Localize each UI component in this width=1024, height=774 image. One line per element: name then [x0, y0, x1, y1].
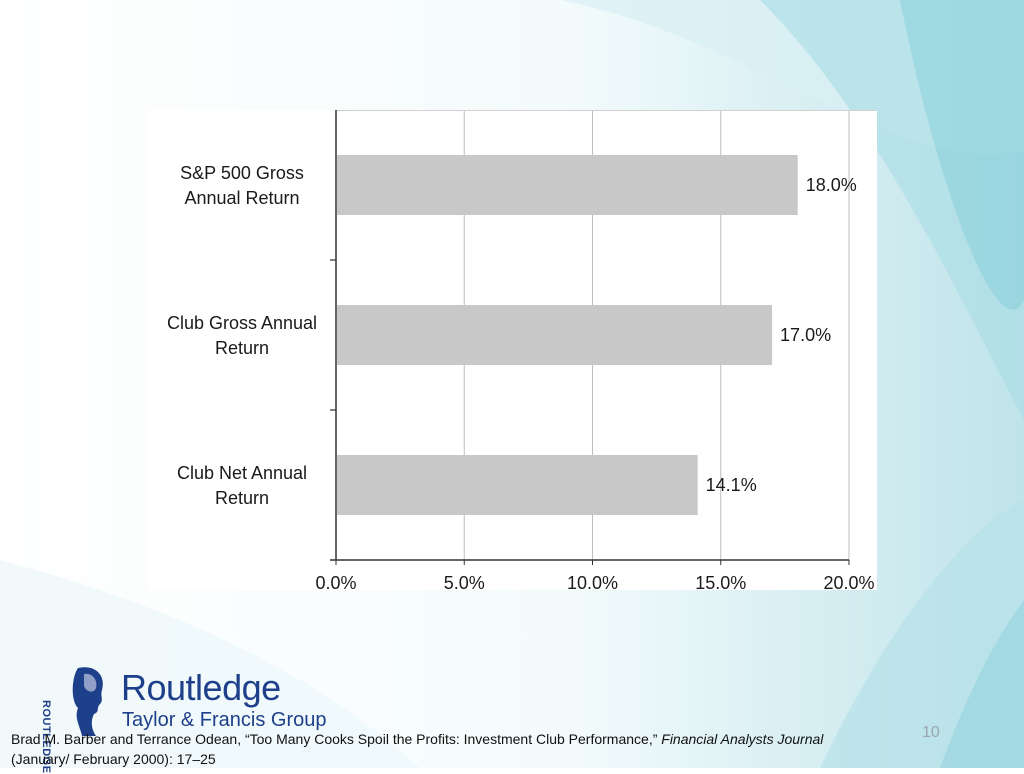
- logo-brand-name: Routledge: [121, 667, 281, 708]
- logo-brand-subtitle: Taylor & Francis Group: [122, 709, 327, 731]
- category-label: S&P 500 Gross: [180, 163, 304, 183]
- bar: [337, 455, 698, 515]
- bar: [337, 305, 773, 365]
- chart-panel: 18.0% S&P 500 Gross Annual Return 17.0% Club…: [147, 110, 877, 593]
- citation-line2: (January/ February 2000): 17–25: [11, 751, 216, 767]
- citation-journal: Financial Analysts Journal: [661, 731, 824, 747]
- category-label: Annual Return: [184, 188, 299, 208]
- bar: [337, 155, 798, 215]
- publisher-logo: [56, 662, 326, 738]
- data-label: 14.1%: [706, 475, 757, 495]
- category-label: Return: [215, 338, 269, 358]
- x-tick-label: 5.0%: [444, 573, 485, 593]
- source-citation: Brad M. Barber and Terrance Odean, “Too …: [11, 729, 941, 769]
- x-tick-label: 15.0%: [695, 573, 746, 593]
- category-label: Return: [215, 488, 269, 508]
- citation-text: Brad M. Barber and Terrance Odean, “Too …: [11, 731, 662, 747]
- x-tick-label: 0.0%: [315, 573, 356, 593]
- slide-number: 10: [922, 724, 940, 741]
- head-silhouette-icon: [72, 667, 103, 736]
- data-label: 18.0%: [806, 175, 857, 195]
- category-label: Club Net Annual: [177, 463, 307, 483]
- bar-chart: 18.0% S&P 500 Gross Annual Return 17.0% Club…: [167, 110, 877, 593]
- x-tick-label: 20.0%: [823, 573, 874, 593]
- category-label: Club Gross Annual: [167, 313, 317, 333]
- data-label: 17.0%: [780, 325, 831, 345]
- x-tick-label: 10.0%: [567, 573, 618, 593]
